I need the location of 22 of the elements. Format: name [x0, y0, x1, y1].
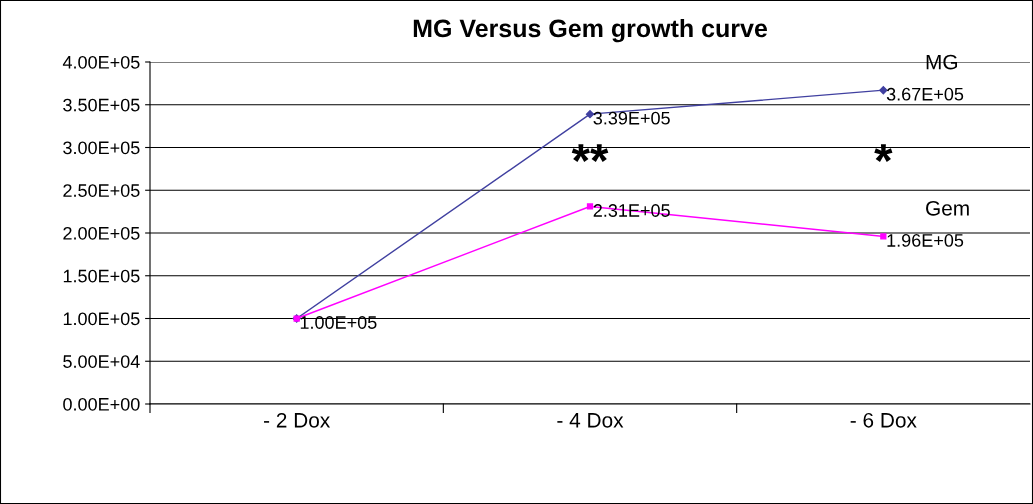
data-label: 3.67E+05 — [886, 87, 964, 101]
x-tick-label: - 2 Dox — [264, 412, 331, 428]
y-tick-label: 3.50E+05 — [63, 98, 140, 112]
x-tick-label: - 6 Dox — [850, 412, 917, 428]
x-tick-label: - 4 Dox — [557, 413, 624, 428]
y-tick-label: 2.50E+05 — [63, 184, 140, 197]
point — [879, 86, 888, 95]
y-tick-label: 5.00E+04 — [63, 355, 140, 368]
annotation: ** — [571, 144, 609, 162]
y-tick-label: 2.00E+05 — [63, 226, 140, 240]
annotation: * — [874, 144, 893, 162]
y-tick-label: 1.50E+05 — [63, 269, 140, 283]
data-label: 3.39E+05 — [593, 111, 670, 125]
chart-title: MG Versus Gem growth curve — [413, 18, 767, 43]
y-tick-label: 3.00E+05 — [63, 141, 140, 155]
text: MG — [926, 54, 957, 70]
text: Gem — [926, 200, 969, 216]
point — [880, 233, 887, 240]
y-tick-label: 1.00E+05 — [63, 312, 140, 326]
data-label: 1.96E+05 — [887, 234, 964, 247]
y-tick-label: 4.00E+05 — [62, 55, 140, 69]
y-tick-label: 0.00E+00 — [63, 397, 140, 411]
